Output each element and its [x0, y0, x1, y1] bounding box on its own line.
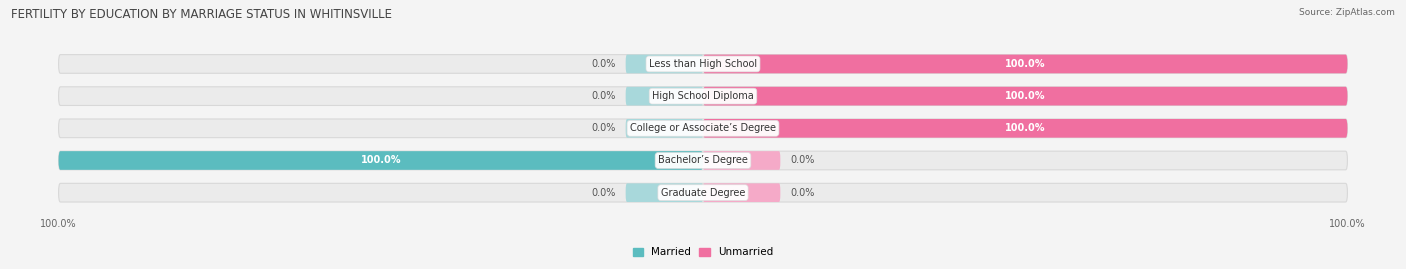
FancyBboxPatch shape — [703, 151, 780, 170]
Text: 0.0%: 0.0% — [790, 188, 814, 198]
FancyBboxPatch shape — [626, 87, 703, 105]
FancyBboxPatch shape — [59, 119, 1347, 138]
Text: 100.0%: 100.0% — [360, 155, 401, 165]
Text: High School Diploma: High School Diploma — [652, 91, 754, 101]
FancyBboxPatch shape — [703, 119, 1347, 138]
Text: Bachelor’s Degree: Bachelor’s Degree — [658, 155, 748, 165]
Text: 0.0%: 0.0% — [592, 123, 616, 133]
Text: 0.0%: 0.0% — [592, 188, 616, 198]
FancyBboxPatch shape — [59, 55, 1347, 73]
Text: 0.0%: 0.0% — [592, 59, 616, 69]
Text: FERTILITY BY EDUCATION BY MARRIAGE STATUS IN WHITINSVILLE: FERTILITY BY EDUCATION BY MARRIAGE STATU… — [11, 8, 392, 21]
FancyBboxPatch shape — [703, 55, 1347, 73]
Text: Source: ZipAtlas.com: Source: ZipAtlas.com — [1299, 8, 1395, 17]
Text: 0.0%: 0.0% — [592, 91, 616, 101]
FancyBboxPatch shape — [703, 87, 1347, 105]
FancyBboxPatch shape — [626, 183, 703, 202]
FancyBboxPatch shape — [59, 87, 1347, 105]
Text: College or Associate’s Degree: College or Associate’s Degree — [630, 123, 776, 133]
FancyBboxPatch shape — [59, 151, 1347, 170]
Legend: Married, Unmarried: Married, Unmarried — [628, 243, 778, 262]
Text: Graduate Degree: Graduate Degree — [661, 188, 745, 198]
FancyBboxPatch shape — [626, 55, 703, 73]
FancyBboxPatch shape — [626, 119, 703, 138]
FancyBboxPatch shape — [59, 183, 1347, 202]
Text: 100.0%: 100.0% — [1005, 123, 1046, 133]
FancyBboxPatch shape — [703, 183, 780, 202]
Text: 0.0%: 0.0% — [790, 155, 814, 165]
Text: 100.0%: 100.0% — [1005, 91, 1046, 101]
FancyBboxPatch shape — [59, 151, 703, 170]
Text: Less than High School: Less than High School — [650, 59, 756, 69]
Text: 100.0%: 100.0% — [1005, 59, 1046, 69]
